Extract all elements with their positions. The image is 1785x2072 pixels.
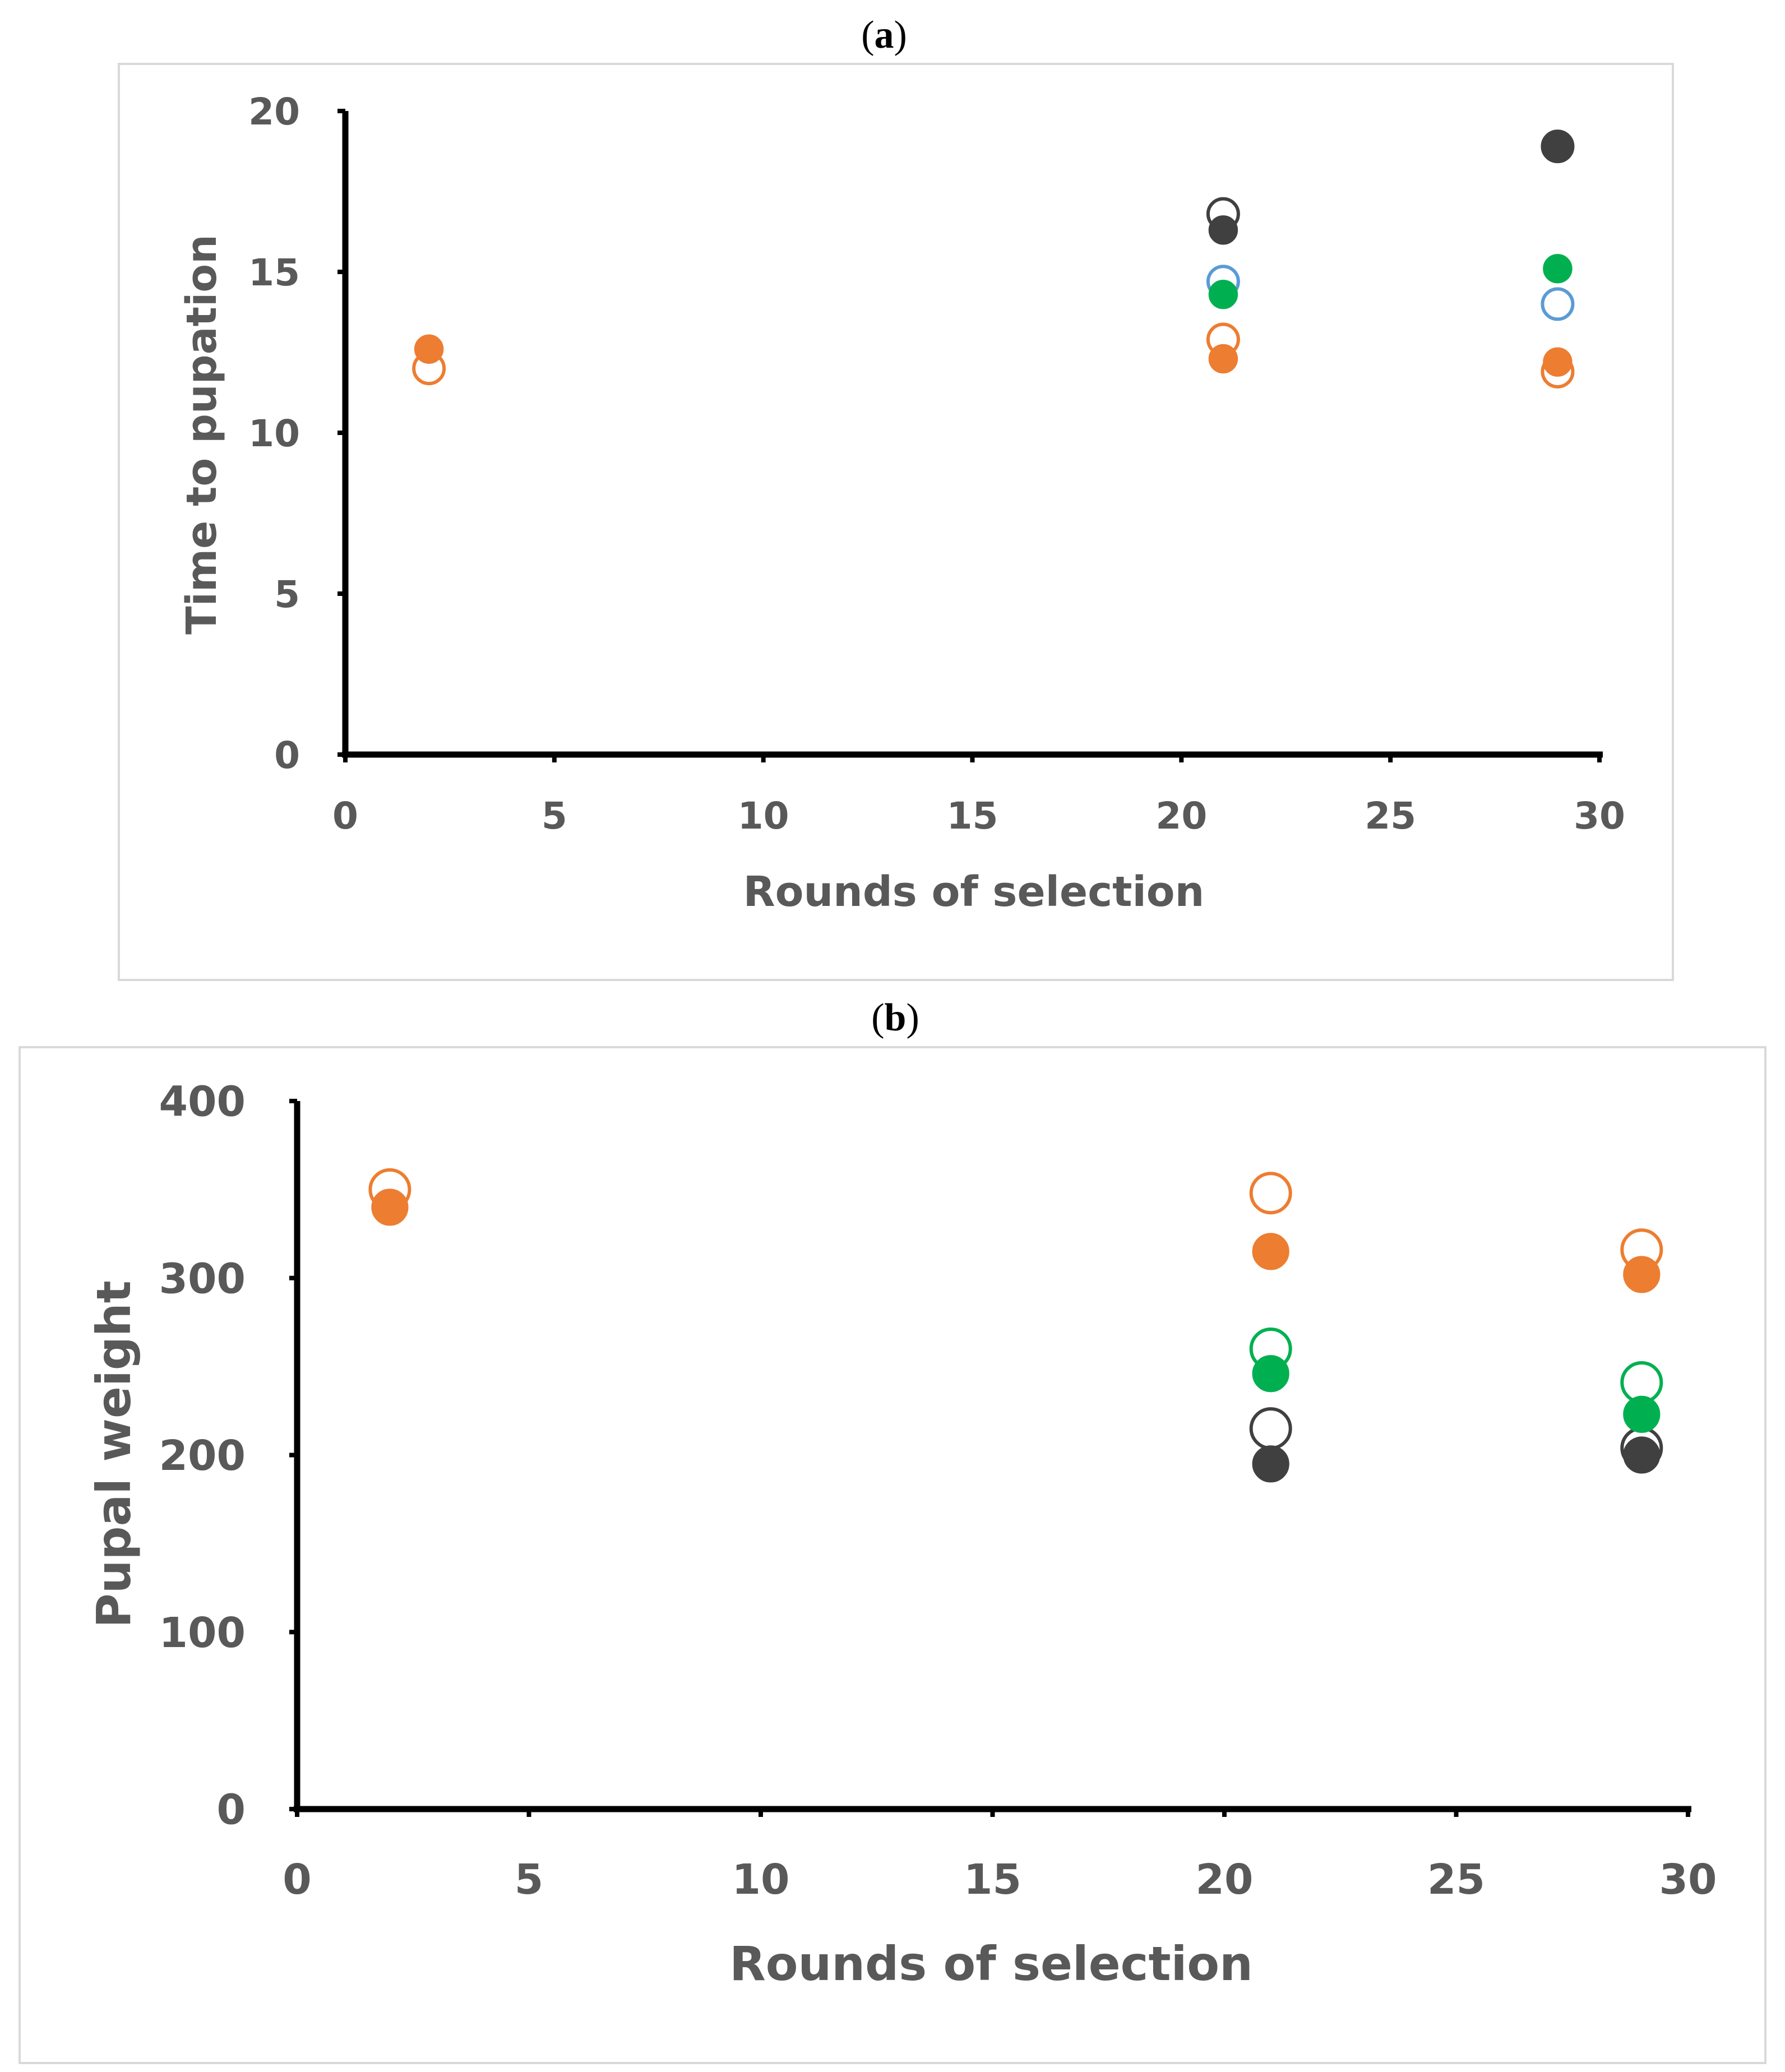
panel-a-points xyxy=(412,130,1575,388)
x-tick-label: 30 xyxy=(1574,794,1625,838)
x-tick-label: 10 xyxy=(738,794,789,838)
data-point-orange-filled xyxy=(414,334,444,364)
data-point-green-filled xyxy=(1252,1355,1289,1393)
y-tick-label: 200 xyxy=(159,1432,246,1480)
y-tick-label: 10 xyxy=(248,412,300,455)
panel-b-x-ticks: 0 5 10 15 20 25 30 xyxy=(283,1809,1717,1904)
x-tick-label: 5 xyxy=(515,1856,544,1904)
x-tick-label: 20 xyxy=(1196,1856,1254,1904)
data-point-orange-filled xyxy=(1208,344,1238,374)
data-point-green-filled xyxy=(1543,254,1573,284)
panel-a-letter: a xyxy=(875,13,894,57)
panel-b-frame xyxy=(19,1046,1766,2064)
panel-a-y-axis-title: Time to pupation xyxy=(178,234,226,635)
panel-a-label: (a) xyxy=(861,13,907,57)
x-tick-label: 5 xyxy=(542,794,567,838)
panel-b-points xyxy=(368,1168,1663,1483)
x-tick-label: 30 xyxy=(1659,1856,1717,1904)
y-tick-label: 400 xyxy=(159,1078,246,1126)
panel-b-letter: b xyxy=(885,996,907,1039)
data-point-gray-open xyxy=(1249,1407,1292,1450)
x-tick-label: 25 xyxy=(1427,1856,1485,1904)
data-point-orange-filled xyxy=(1623,1256,1661,1293)
panel-a-x-ticks: 0 5 10 15 20 25 30 xyxy=(332,755,1625,838)
data-point-orange-filled xyxy=(1543,347,1573,377)
data-point-blue-open xyxy=(1541,287,1575,321)
x-tick-label: 25 xyxy=(1365,794,1416,838)
data-point-orange-filled xyxy=(1252,1233,1289,1270)
panel-a: (a) 0 5 10 15 20 25 30 0 5 10 15 20 Rounds of sele… xyxy=(118,13,1674,981)
x-tick-label: 10 xyxy=(732,1856,790,1904)
data-point-gray-filled xyxy=(1623,1436,1661,1474)
panel-a-frame xyxy=(118,63,1674,981)
y-tick-label: 15 xyxy=(248,251,300,294)
panel-a-y-ticks: 0 5 10 15 20 xyxy=(248,90,345,777)
y-tick-label: 5 xyxy=(274,573,300,616)
y-tick-label: 20 xyxy=(248,90,300,133)
panel-b-x-axis-title: Rounds of selection xyxy=(729,1936,1253,1991)
x-tick-label: 15 xyxy=(964,1856,1021,1904)
data-point-gray-filled xyxy=(1252,1445,1289,1483)
data-point-gray-filled xyxy=(1208,215,1238,245)
panel-b-label: (b) xyxy=(871,996,919,1039)
data-point-green-filled xyxy=(1208,279,1238,309)
x-tick-label: 20 xyxy=(1155,794,1207,838)
panel-b-y-ticks: 0 100 200 300 400 xyxy=(159,1078,297,1834)
panel-a-x-axis-title: Rounds of selection xyxy=(743,868,1205,916)
data-point-orange-filled xyxy=(371,1188,409,1226)
data-point-gray-filled xyxy=(1543,131,1573,161)
y-tick-label: 0 xyxy=(274,734,300,777)
x-tick-label: 0 xyxy=(332,794,358,838)
y-tick-label: 100 xyxy=(159,1609,246,1657)
panel-b: (b) 0 5 10 15 20 25 30 0 100 200 300 400 Rounds of… xyxy=(19,996,1766,2064)
x-tick-label: 15 xyxy=(947,794,998,838)
data-point-green-filled xyxy=(1623,1395,1661,1433)
x-tick-label: 0 xyxy=(283,1856,312,1904)
panel-b-y-axis-title: Pupal weight xyxy=(86,1280,141,1628)
y-tick-label: 300 xyxy=(159,1255,246,1303)
y-tick-label: 0 xyxy=(217,1786,246,1834)
data-point-orange-open xyxy=(1249,1172,1292,1215)
